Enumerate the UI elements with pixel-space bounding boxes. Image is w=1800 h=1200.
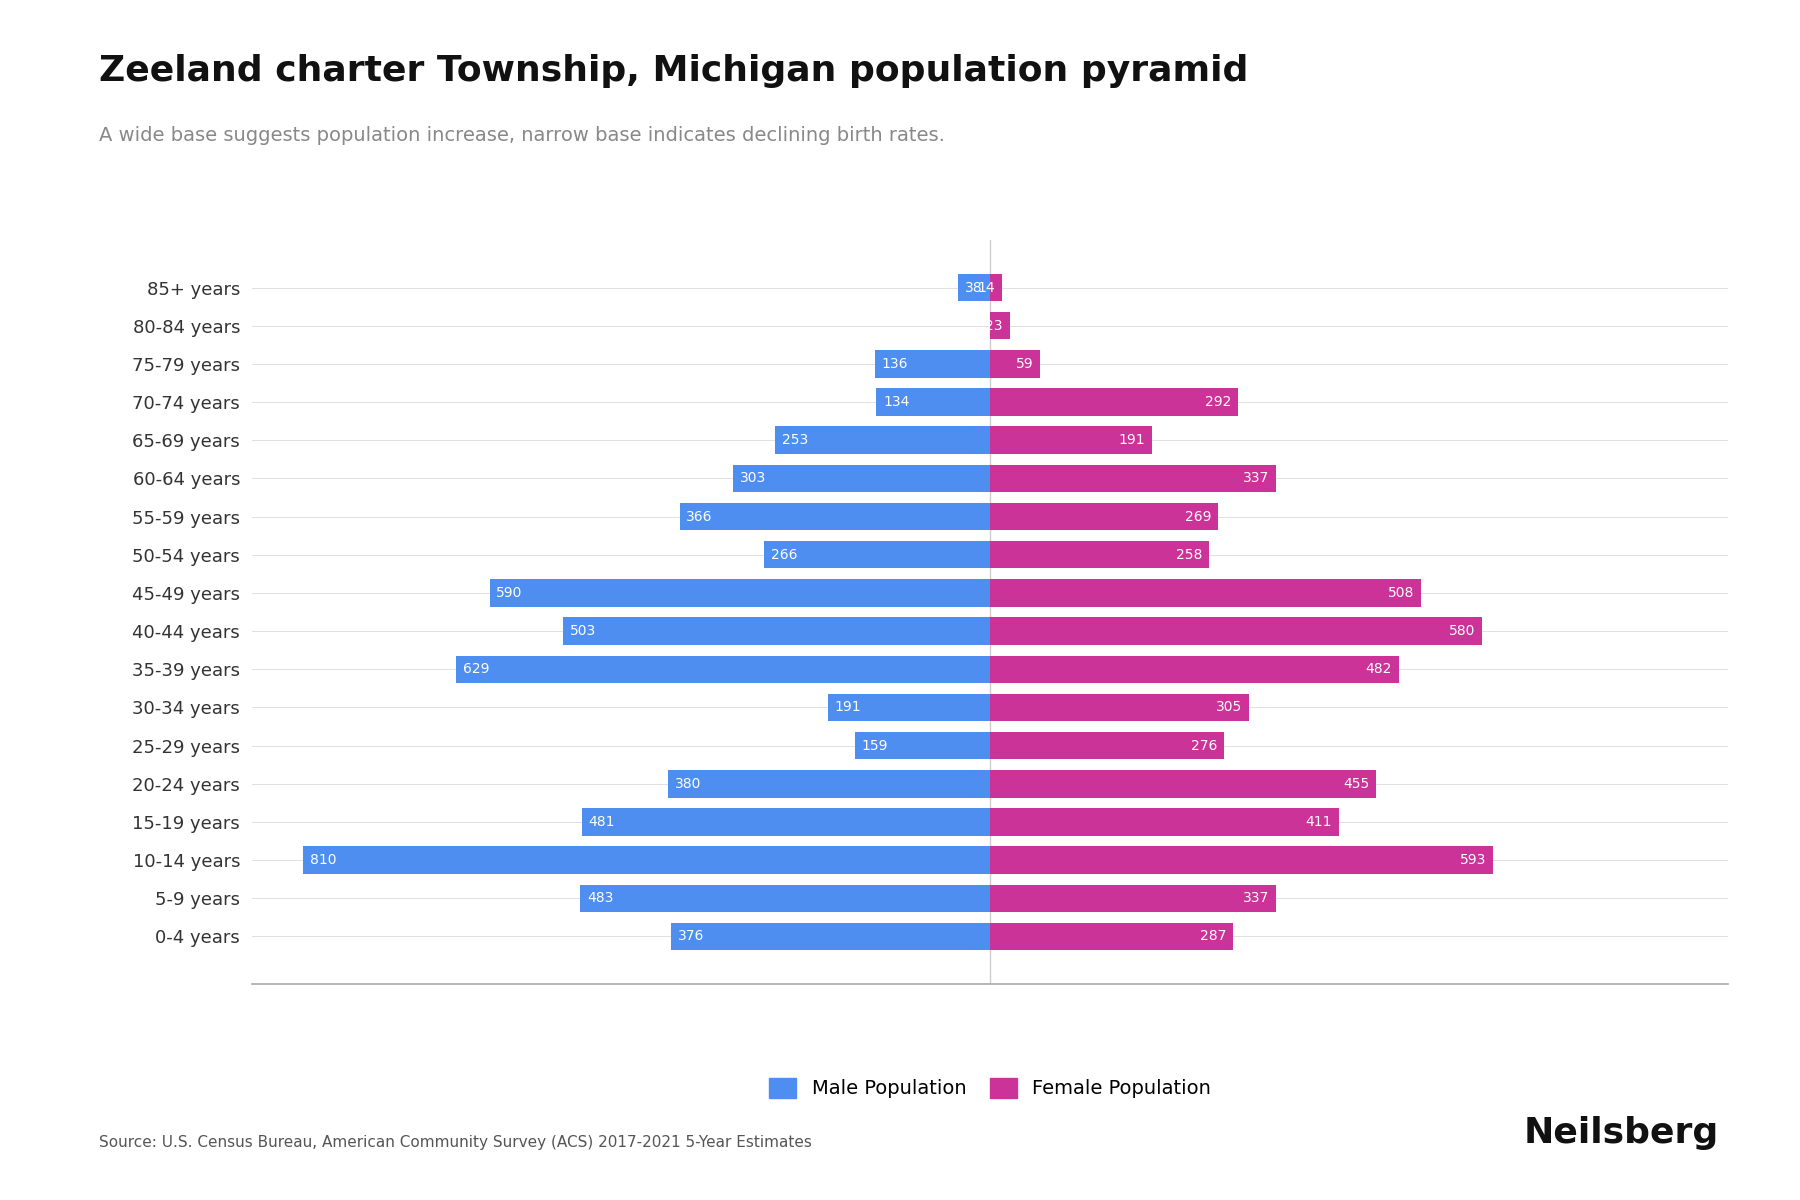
Bar bbox=[990, 884, 1276, 912]
Bar bbox=[563, 617, 990, 644]
Bar bbox=[776, 426, 990, 454]
Bar bbox=[733, 464, 990, 492]
Text: 483: 483 bbox=[587, 892, 614, 905]
Text: 276: 276 bbox=[1192, 738, 1217, 752]
Bar bbox=[990, 426, 1152, 454]
Text: 481: 481 bbox=[589, 815, 616, 829]
Bar bbox=[680, 503, 990, 530]
Text: 303: 303 bbox=[740, 472, 767, 486]
Text: 305: 305 bbox=[1215, 701, 1242, 714]
Bar bbox=[990, 464, 1276, 492]
Text: 191: 191 bbox=[1118, 433, 1145, 448]
Bar bbox=[990, 389, 1238, 416]
Text: 14: 14 bbox=[977, 281, 995, 294]
Text: 292: 292 bbox=[1204, 395, 1231, 409]
Text: 266: 266 bbox=[770, 547, 797, 562]
Bar bbox=[990, 808, 1339, 835]
Text: 337: 337 bbox=[1242, 892, 1269, 905]
Text: 38: 38 bbox=[965, 281, 983, 294]
Text: 455: 455 bbox=[1343, 776, 1370, 791]
Bar bbox=[990, 846, 1492, 874]
Bar bbox=[990, 655, 1399, 683]
Bar bbox=[457, 655, 990, 683]
Text: 411: 411 bbox=[1305, 815, 1332, 829]
Bar bbox=[990, 503, 1219, 530]
Text: Zeeland charter Township, Michigan population pyramid: Zeeland charter Township, Michigan popul… bbox=[99, 54, 1249, 88]
Bar bbox=[990, 617, 1481, 644]
Text: 59: 59 bbox=[1015, 356, 1033, 371]
Bar bbox=[990, 580, 1420, 607]
Bar bbox=[671, 923, 990, 950]
Bar bbox=[990, 694, 1249, 721]
Text: 337: 337 bbox=[1242, 472, 1269, 486]
Bar bbox=[990, 350, 1040, 378]
Bar bbox=[990, 274, 1003, 301]
Bar bbox=[990, 732, 1224, 760]
Bar bbox=[958, 274, 990, 301]
Text: 503: 503 bbox=[571, 624, 596, 638]
Bar bbox=[990, 770, 1375, 798]
Text: 366: 366 bbox=[686, 510, 713, 523]
Text: 191: 191 bbox=[835, 701, 862, 714]
Bar bbox=[828, 694, 990, 721]
Bar bbox=[302, 846, 990, 874]
Text: 380: 380 bbox=[675, 776, 700, 791]
Text: 508: 508 bbox=[1388, 586, 1415, 600]
Bar bbox=[990, 541, 1210, 569]
Text: 253: 253 bbox=[783, 433, 808, 448]
Bar bbox=[490, 580, 990, 607]
Text: 593: 593 bbox=[1460, 853, 1487, 868]
Text: 134: 134 bbox=[884, 395, 909, 409]
Bar bbox=[875, 350, 990, 378]
Bar bbox=[855, 732, 990, 760]
Text: 269: 269 bbox=[1184, 510, 1211, 523]
Bar bbox=[990, 923, 1233, 950]
Bar bbox=[668, 770, 990, 798]
Text: 580: 580 bbox=[1449, 624, 1476, 638]
Text: 590: 590 bbox=[497, 586, 522, 600]
Bar bbox=[580, 884, 990, 912]
Bar bbox=[581, 808, 990, 835]
Text: 810: 810 bbox=[310, 853, 337, 868]
Bar bbox=[877, 389, 990, 416]
Legend: Male Population, Female Population: Male Population, Female Population bbox=[760, 1068, 1220, 1108]
Text: 482: 482 bbox=[1366, 662, 1391, 677]
Text: 23: 23 bbox=[985, 319, 1003, 332]
Text: Source: U.S. Census Bureau, American Community Survey (ACS) 2017-2021 5-Year Est: Source: U.S. Census Bureau, American Com… bbox=[99, 1135, 812, 1150]
Text: 258: 258 bbox=[1175, 547, 1202, 562]
Text: Neilsberg: Neilsberg bbox=[1525, 1116, 1719, 1150]
Bar bbox=[990, 312, 1010, 340]
Text: A wide base suggests population increase, narrow base indicates declining birth : A wide base suggests population increase… bbox=[99, 126, 945, 145]
Text: 376: 376 bbox=[679, 930, 704, 943]
Text: 629: 629 bbox=[463, 662, 490, 677]
Text: 159: 159 bbox=[862, 738, 889, 752]
Text: 287: 287 bbox=[1201, 930, 1226, 943]
Text: 136: 136 bbox=[882, 356, 907, 371]
Bar bbox=[765, 541, 990, 569]
